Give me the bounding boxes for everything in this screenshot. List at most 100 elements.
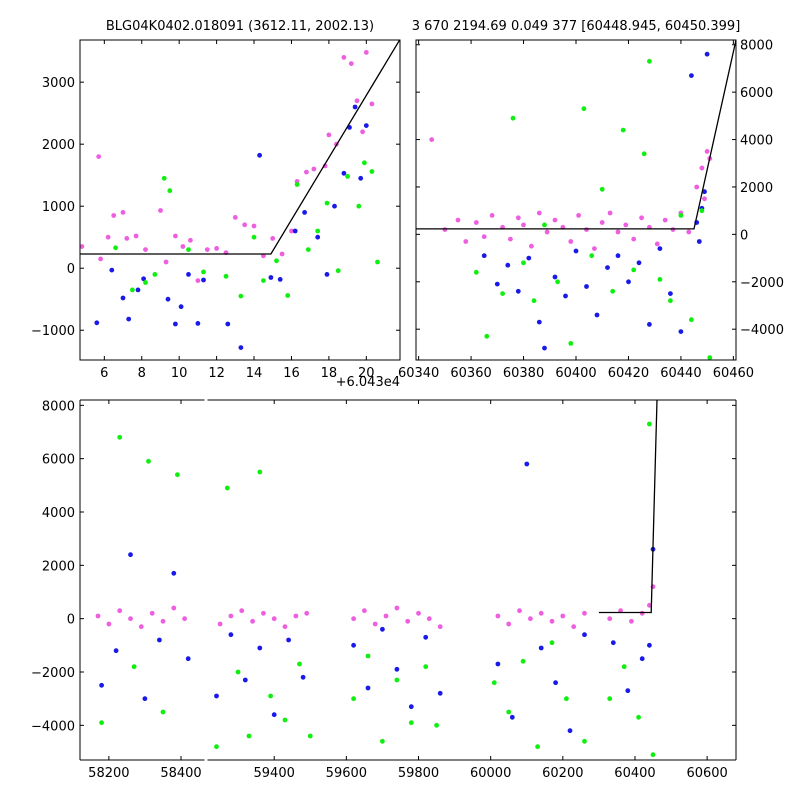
panel-1-series-1-point xyxy=(214,246,220,251)
panel-3-series-1-point xyxy=(250,618,256,624)
panel-2-series-3-point xyxy=(589,253,595,259)
panel-3-xtick-label: 58400 xyxy=(160,766,201,781)
panel-2-xtick-label: 60460 xyxy=(713,366,754,381)
panel-3-series-2 xyxy=(99,461,656,734)
panel-3-series-3-point xyxy=(365,653,371,659)
panel-1-series-2-point xyxy=(257,152,262,158)
panel-2-model-line xyxy=(416,40,736,230)
panel-3-series-3-point xyxy=(491,680,497,686)
panel-3-series-2-point xyxy=(524,461,530,467)
panel-1-series-1-point xyxy=(363,50,369,55)
panel-1-series-2-point xyxy=(173,321,178,327)
panel-3-series-2-point xyxy=(99,682,104,688)
panel-1-series-2-point xyxy=(126,316,132,322)
panel-1-series-1-point xyxy=(188,237,193,243)
panel-2-series-1-point xyxy=(429,137,435,143)
panel-2-series-1-point xyxy=(670,227,676,233)
panel-3-xtick-label: 60200 xyxy=(542,766,583,781)
panel-3-series-3-point xyxy=(246,733,252,739)
panel-2-series-2-point xyxy=(526,255,532,261)
panel-2-xtick-label: 60360 xyxy=(450,366,491,381)
panel-2-series-1-point xyxy=(463,239,469,244)
panel-2-series-1-point xyxy=(544,229,550,235)
panel-1-xtick-label: 18 xyxy=(321,366,338,381)
panel-2-series-3-point xyxy=(678,213,684,218)
panel-1-series-1-point xyxy=(289,228,294,234)
panel-3-series-2-point xyxy=(567,728,573,734)
panel-3-series-2-point xyxy=(380,626,385,632)
panel-1-series-3-point xyxy=(285,293,291,298)
panel-3-series-2-point xyxy=(639,656,645,662)
panel-2-series-3 xyxy=(473,58,713,360)
panel-3-series-3-point xyxy=(297,661,302,667)
panel-2-series-3-point xyxy=(542,222,547,228)
panel-1-series-1-point xyxy=(173,233,178,239)
panel-1-series-2-point xyxy=(135,287,141,293)
panel-1-ytick-label: 2000 xyxy=(42,138,75,153)
panel-3-ytick-label: 2000 xyxy=(42,559,75,574)
panel-2-series-1-point xyxy=(576,213,581,218)
panel-1-series-3-point xyxy=(130,287,135,293)
panel-3-ytick-label: 0 xyxy=(67,613,75,628)
panel-3-series-1-point xyxy=(528,616,533,622)
panel-2-series-3-point xyxy=(631,267,637,273)
panel-3-series-2-point xyxy=(553,680,558,686)
panel-3-series-1-point xyxy=(228,613,234,619)
panel-3-series-3-point xyxy=(131,664,137,670)
panel-1-xtick-label: 8 xyxy=(138,366,146,381)
panel-3-series-3-point xyxy=(160,709,166,715)
panel-2-series-2-point xyxy=(563,293,568,299)
panel-2-series-1-point xyxy=(639,215,644,221)
panel-2-series-2-point xyxy=(626,279,631,285)
panel-3-series-2-point xyxy=(365,685,371,691)
panel-3-series-2-point xyxy=(408,704,414,710)
panel-2-series-2-point xyxy=(505,262,511,268)
panel-1-model-line xyxy=(80,40,400,255)
panel-2-series-2-point xyxy=(636,260,642,266)
panel-3-series-3-point xyxy=(117,434,123,440)
panel-3-series-1-point xyxy=(261,610,266,616)
panel-3-series-3-point xyxy=(408,720,414,726)
panel-2-series-1-point xyxy=(607,210,613,216)
panel-1-series-1-point xyxy=(133,233,139,239)
panel-2-series-1-point xyxy=(694,184,700,190)
panel-2-series-1-point xyxy=(489,213,495,218)
panel-1-series-1-point xyxy=(105,234,111,240)
panel-1-series-3-point xyxy=(345,174,350,179)
panel-3-ytick-label: 4000 xyxy=(42,506,75,521)
panel-3-series-3-point xyxy=(380,738,385,744)
panel-2-series-2-point xyxy=(536,319,542,325)
panel-1-series-2-point xyxy=(178,304,184,310)
panel-2-series-2-point xyxy=(542,345,547,351)
panel-2-series-1-point xyxy=(702,196,707,202)
panel-3-series-2-point xyxy=(257,645,263,651)
panel-1-series-1-point xyxy=(232,215,238,220)
panel-3-series-3-point xyxy=(647,421,652,427)
panel-3-series-1-point xyxy=(426,616,432,622)
panel-1-series-1-point xyxy=(143,247,148,253)
panel-1-series-3-point xyxy=(201,269,206,275)
panel-3-series-3-point xyxy=(636,714,641,720)
panel-3-series-3-point xyxy=(235,669,241,675)
panel-1-series-2 xyxy=(94,104,369,350)
panel-2-series-2-point xyxy=(481,253,487,259)
panel-3-xtick-label: 58200 xyxy=(88,766,129,781)
panel-3-series-3-point xyxy=(582,738,587,744)
panel-3-series-1-point xyxy=(128,616,133,622)
panel-3-plot-area xyxy=(95,400,658,758)
panel-1-series-3-point xyxy=(315,228,321,234)
panel-1-ytick-label: 0 xyxy=(67,262,75,277)
panel-1-series-1-point xyxy=(369,101,375,107)
panel-3-series-2-point xyxy=(286,637,291,643)
panel-2-series-2-point xyxy=(689,73,694,78)
panel-1-series-1-point xyxy=(326,132,332,138)
panel-3-series-3-point xyxy=(268,693,273,699)
panel-2-series-1-point xyxy=(515,215,521,221)
panel-1-series-1-point xyxy=(163,259,169,265)
panel-1-xtick-label: 16 xyxy=(283,366,300,381)
panel-2-ytick-label: 8000 xyxy=(740,39,773,54)
panel-1-series-2-point xyxy=(352,104,358,110)
panel-3-series-3-point xyxy=(282,717,288,723)
panel-3-series-3-point xyxy=(99,720,104,726)
panel-1-xtick-label: 20 xyxy=(358,366,375,381)
